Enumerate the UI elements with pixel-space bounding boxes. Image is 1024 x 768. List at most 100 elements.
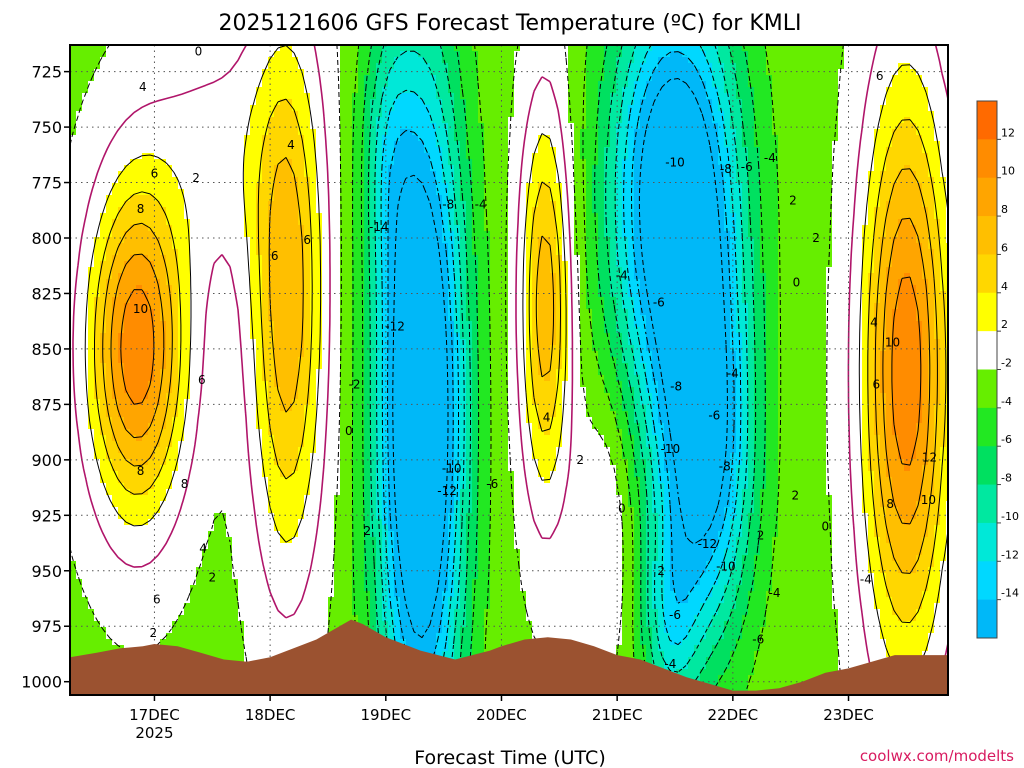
contour-4 — [94, 98, 947, 624]
y-tick-label: 750 — [31, 118, 62, 137]
y-tick-label: 925 — [31, 506, 62, 525]
contour-label: -6 — [486, 477, 498, 491]
y-tick-label: 975 — [31, 617, 62, 636]
contour-label: 8 — [181, 477, 189, 491]
x-tick-label: 23DEC — [823, 706, 874, 724]
surface-pressure-terrain — [70, 619, 948, 695]
y-tick-label: 900 — [31, 451, 62, 470]
colorbar-label: 12 — [1001, 126, 1015, 139]
contour-label: 8 — [886, 497, 894, 511]
colorbar-segment — [977, 369, 997, 409]
colorbar-segment — [977, 101, 997, 140]
colorbar-label: -8 — [1001, 472, 1012, 485]
contour-label: 2 — [657, 564, 665, 578]
contour-label: -6 — [653, 295, 665, 309]
contour-minus-8 — [367, 45, 757, 695]
x-tick-label: 18DEC — [245, 706, 296, 724]
contour-label: -8 — [719, 460, 731, 474]
contour-minus-16 — [392, 78, 728, 639]
contour-label: 6 — [153, 593, 161, 607]
colorbar-label: 8 — [1001, 203, 1008, 216]
contour-label: 4 — [870, 315, 878, 329]
colorbar-label: -6 — [1001, 433, 1012, 446]
contour-label: -4 — [768, 586, 780, 600]
contour-label: 2 — [789, 193, 797, 207]
y-tick-label: 850 — [31, 340, 62, 359]
contour-label: 2 — [757, 528, 765, 542]
chart-title: 2025121606 GFS Forecast Temperature (ºC)… — [219, 11, 802, 36]
y-tick-label: 725 — [31, 63, 62, 82]
y-tick-label: 825 — [31, 284, 62, 303]
contour-label: 2 — [791, 488, 799, 502]
contour-minus-14 — [387, 51, 735, 680]
contour-label: -12 — [385, 320, 405, 334]
contour-label: -14 — [369, 220, 389, 234]
contour-minus-2 — [70, 45, 844, 695]
contour-6 — [102, 157, 938, 574]
contour-label: -12 — [698, 537, 718, 551]
contour-label: 6 — [198, 373, 206, 387]
contour-label: 10 — [133, 302, 148, 316]
contour-label: 4 — [287, 138, 295, 152]
contour-10 — [120, 276, 922, 466]
colorbar-label: -10 — [1001, 510, 1019, 523]
colorbar-label: 2 — [1001, 318, 1008, 331]
contour-label: -10 — [665, 156, 685, 170]
contour-label: -8 — [720, 162, 732, 176]
colorbar-segment — [977, 139, 997, 179]
contour-label: -10 — [442, 462, 462, 476]
contour-label: 4 — [139, 80, 147, 94]
contour-label: 2 — [363, 524, 371, 538]
contour-label: -2 — [349, 377, 361, 391]
contour-label: -8 — [670, 380, 682, 394]
contour-minus-12 — [380, 45, 742, 695]
colorbar-label: -4 — [1001, 395, 1012, 408]
colorbar-segment — [977, 446, 997, 486]
colorbar-segment — [977, 216, 997, 255]
contour-label: 0 — [793, 275, 801, 289]
contour-label: 4 — [543, 411, 551, 425]
contour-label: 10 — [885, 335, 900, 349]
y-tick-label: 800 — [31, 229, 62, 248]
y-tick-label: 875 — [31, 395, 62, 414]
contour-label: 6 — [271, 249, 279, 263]
plot-frame — [69, 44, 949, 696]
contour-label: 12 — [922, 451, 937, 465]
credit-text: coolwx.com/modelts — [860, 747, 1014, 765]
temperature-contours — [70, 45, 948, 695]
contour-label: 6 — [876, 69, 884, 83]
contour-label: 0 — [195, 45, 203, 59]
contour-label: -6 — [708, 408, 720, 422]
contour-label: 0 — [345, 424, 353, 438]
contour-0 — [72, 45, 948, 695]
contour-label: 2 — [149, 626, 157, 640]
colorbar: 12 10 8 6 4 2 -2 -4 -6 -8 -10 -12 -14 — [976, 100, 1019, 639]
contour-label: -4 — [764, 151, 776, 165]
x-tick-label: 19DEC — [361, 706, 412, 724]
contour-label: 6 — [872, 377, 880, 391]
colorbar-segment — [977, 522, 997, 562]
y-tick-label: 775 — [31, 174, 62, 193]
x-axis-label: Forecast Time (UTC) — [414, 747, 605, 768]
colorbar-label: -12 — [1001, 548, 1019, 561]
contour-label: 6 — [151, 167, 159, 181]
temperature-bands — [70, 45, 948, 695]
contour-label: 2 — [812, 231, 820, 245]
colorbar-segment — [977, 561, 997, 601]
contour-label: 0 — [822, 519, 830, 533]
colorbar-segment — [977, 254, 997, 294]
colorbar-segment — [977, 177, 997, 217]
x-tick-label: 22DEC — [708, 706, 759, 724]
contour-label: 8 — [137, 202, 145, 216]
colorbar-segment — [977, 292, 997, 332]
colorbar-segment — [977, 484, 997, 524]
contour-label: -4 — [616, 269, 628, 283]
colorbar-segment — [977, 407, 997, 447]
colorbar-segment — [977, 599, 997, 639]
contour-2 — [84, 45, 948, 678]
contour-label: -8 — [442, 198, 454, 212]
contour-label: -4 — [727, 366, 739, 380]
contour-minus-6 — [360, 45, 766, 695]
